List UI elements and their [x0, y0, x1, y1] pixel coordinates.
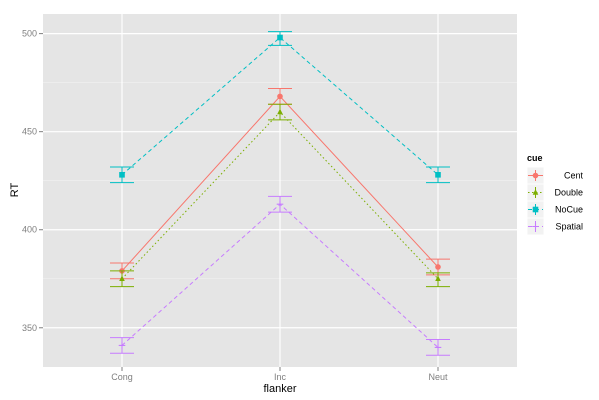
series-layer: [110, 31, 450, 356]
y-axis: 350 400 450 500: [22, 29, 43, 333]
x-tick-label: Cong: [111, 372, 133, 382]
y-axis-title: RT: [9, 182, 21, 197]
x-tick-label: Inc: [274, 372, 287, 382]
x-axis: Cong Inc Neut: [111, 367, 448, 382]
y-tick-label: 400: [22, 225, 37, 235]
legend-key-marker: [532, 172, 539, 179]
data-point: [277, 108, 283, 115]
grid: [43, 14, 517, 367]
data-point: [119, 172, 125, 178]
series-double: [110, 103, 450, 288]
y-tick-label: 450: [22, 127, 37, 137]
legend-item-double: Double: [526, 183, 583, 202]
legend-key-marker: [532, 223, 539, 230]
data-point: [435, 172, 441, 178]
legend-item-spatial: Spatial: [526, 217, 583, 236]
data-point: [434, 344, 442, 351]
legend: cue Cent Double NoCue Spatial: [526, 153, 584, 236]
data-point: [119, 275, 125, 281]
series-line: [121, 111, 439, 280]
data-point: [277, 34, 283, 41]
legend-item-cent: Cent: [526, 166, 584, 185]
legend-title: cue: [527, 153, 543, 163]
y-tick-label: 350: [22, 323, 37, 333]
legend-label: Double: [554, 188, 583, 198]
x-axis-title: flanker: [263, 383, 296, 395]
series-nocue: [110, 31, 450, 184]
x-tick-label: Neut: [428, 372, 448, 382]
data-point: [435, 264, 441, 270]
data-point: [276, 200, 284, 208]
legend-item-nocue: NoCue: [526, 200, 583, 219]
legend-label: Cent: [564, 171, 584, 181]
legend-key-marker: [532, 206, 539, 213]
data-point: [118, 342, 126, 349]
legend-label: NoCue: [555, 205, 583, 215]
y-tick-label: 500: [22, 29, 37, 39]
legend-key-marker: [532, 189, 539, 195]
data-point: [277, 93, 283, 100]
series-spatial: [110, 195, 450, 356]
data-point: [435, 275, 441, 281]
legend-label: Spatial: [555, 222, 583, 232]
